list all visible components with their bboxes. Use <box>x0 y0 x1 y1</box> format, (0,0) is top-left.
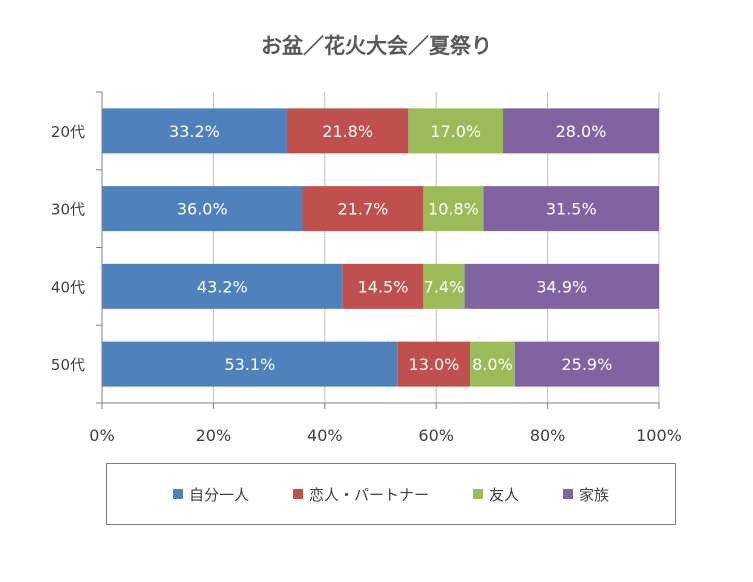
data-labels: 33.2% 21.8% 17.0% 28.0% 36.0% 21.7% 10.8% 31.5%… <box>169 122 612 374</box>
category-label: 50代 <box>51 356 85 374</box>
x-tick-label: 0% <box>89 426 114 445</box>
data-label: 7.4% <box>424 277 465 296</box>
x-tick-label: 20% <box>196 426 232 445</box>
legend-label: 家族 <box>579 485 610 504</box>
legend: 自分一人 恋人・パートナー 友人 家族 <box>106 463 676 525</box>
x-tick-label: 40% <box>307 426 343 445</box>
data-label: 33.2% <box>169 122 220 141</box>
bar-segment <box>464 263 659 309</box>
bar-segment <box>102 263 343 309</box>
data-label: 31.5% <box>546 200 597 219</box>
legend-swatch <box>172 489 183 499</box>
legend-label: 恋人・パートナー <box>308 485 429 504</box>
data-label: 13.0% <box>409 355 460 374</box>
category-label: 20代 <box>51 123 85 141</box>
legend-item: 恋人・パートナー <box>292 484 429 505</box>
data-label: 28.0% <box>556 122 607 141</box>
data-label: 53.1% <box>224 355 275 374</box>
axes: 20代 30代 40代 50代 0% 20% 40% 60% 80% 100% <box>51 91 682 445</box>
legend-item: 自分一人 <box>172 484 249 505</box>
data-label: 36.0% <box>177 200 228 219</box>
bar-segment <box>102 186 303 232</box>
legend-item: 家族 <box>563 484 609 505</box>
bar-segment <box>423 263 465 309</box>
bar-segment <box>470 341 515 387</box>
bar-segment <box>302 186 424 232</box>
chart-title: お盆／花火大会／夏祭り <box>261 34 492 58</box>
data-label: 10.8% <box>428 200 479 219</box>
legend-label: 自分一人 <box>188 485 249 504</box>
bar-segment <box>286 108 409 154</box>
data-label: 14.5% <box>358 277 409 296</box>
data-label: 25.9% <box>561 355 612 374</box>
data-label: 21.8% <box>322 122 373 141</box>
stacked-bar-chart: 33.2% 21.8% 17.0% 28.0% 36.0% 21.7% 10.8% 31.5%… <box>51 91 682 445</box>
bar-segment <box>342 263 424 309</box>
data-label: 17.0% <box>430 122 481 141</box>
legend-item: 友人 <box>473 484 519 505</box>
bar-segment <box>423 186 484 232</box>
legend-swatch <box>563 489 574 499</box>
legend-swatch <box>292 489 303 499</box>
category-label: 30代 <box>51 201 85 219</box>
x-tick-label: 60% <box>418 426 454 445</box>
bar-segment <box>514 341 659 387</box>
x-tick-label: 80% <box>530 426 566 445</box>
data-label: 8.0% <box>472 355 513 374</box>
bar-segment <box>483 186 659 232</box>
data-label: 43.2% <box>197 277 248 296</box>
data-label: 21.7% <box>338 200 389 219</box>
bar-segment <box>408 108 504 154</box>
bar-segment <box>102 108 287 154</box>
legend-label: 友人 <box>489 485 520 504</box>
legend-swatch <box>473 489 483 499</box>
bar-segment <box>397 341 471 387</box>
x-tick-label: 100% <box>636 426 682 445</box>
bar-segment <box>503 108 659 154</box>
category-label: 40代 <box>51 278 85 296</box>
data-label: 34.9% <box>536 277 587 296</box>
bars <box>102 108 659 387</box>
bar-segment <box>102 341 398 387</box>
